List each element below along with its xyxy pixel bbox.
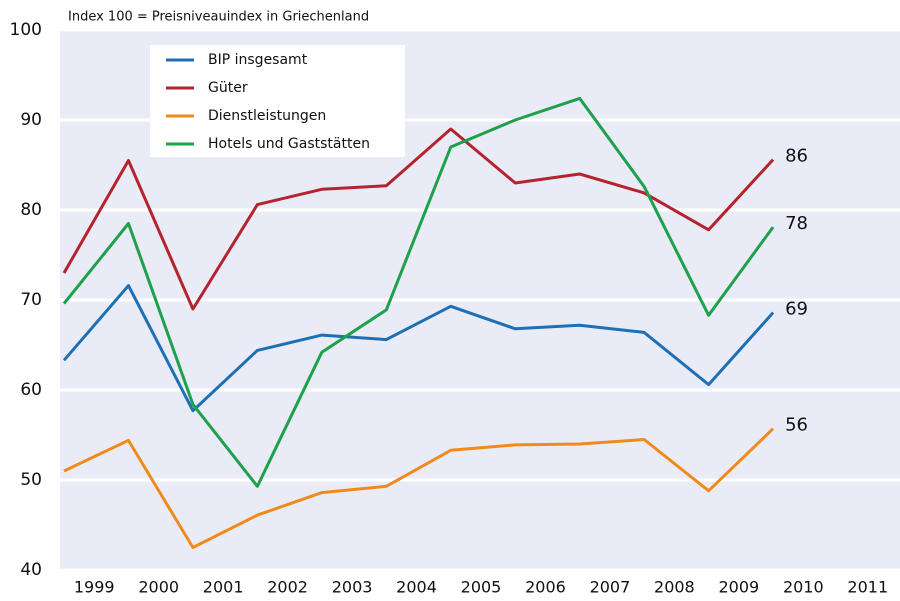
legend-box xyxy=(150,45,405,157)
x-tick-label: 1999 xyxy=(74,578,115,597)
x-tick-label: 2005 xyxy=(461,578,502,597)
x-tick-label: 2009 xyxy=(718,578,759,597)
x-tick-label: 2000 xyxy=(138,578,179,597)
y-tick-label: 60 xyxy=(20,380,42,400)
legend-label: Dienstleistungen xyxy=(208,108,326,124)
x-tick-label: 2001 xyxy=(203,578,244,597)
series-line xyxy=(62,96,775,488)
series-line xyxy=(63,427,775,549)
x-tick-label: 2004 xyxy=(396,578,437,597)
value-label: 56 xyxy=(785,415,808,436)
x-tick-label: 2007 xyxy=(590,578,631,597)
x-tick-label: 2003 xyxy=(332,578,373,597)
x-tick-label: 2006 xyxy=(525,578,566,597)
x-tick-label: 2011 xyxy=(847,578,888,597)
legend-label: Hotels und Gaststätten xyxy=(208,136,370,152)
legend-label: Güter xyxy=(208,80,248,96)
y-tick-label: 90 xyxy=(20,110,42,130)
value-label: 78 xyxy=(785,213,808,234)
x-tick-label: 2008 xyxy=(654,578,695,597)
y-tick-label: 100 xyxy=(10,20,42,40)
value-label: 86 xyxy=(785,146,808,167)
y-tick-label: 80 xyxy=(20,200,42,220)
y-tick-label: 70 xyxy=(20,290,42,310)
y-tick-label: 50 xyxy=(20,470,42,490)
series-line xyxy=(62,127,775,311)
legend-label: BIP insgesamt xyxy=(208,52,308,68)
series-line xyxy=(62,284,775,413)
note: Index 100 = Preisniveauindex in Griechen… xyxy=(68,10,369,25)
y-tick-label: 40 xyxy=(20,560,42,580)
value-label: 69 xyxy=(785,299,808,320)
x-tick-label: 2002 xyxy=(267,578,308,597)
x-tick-label: 2010 xyxy=(783,578,824,597)
